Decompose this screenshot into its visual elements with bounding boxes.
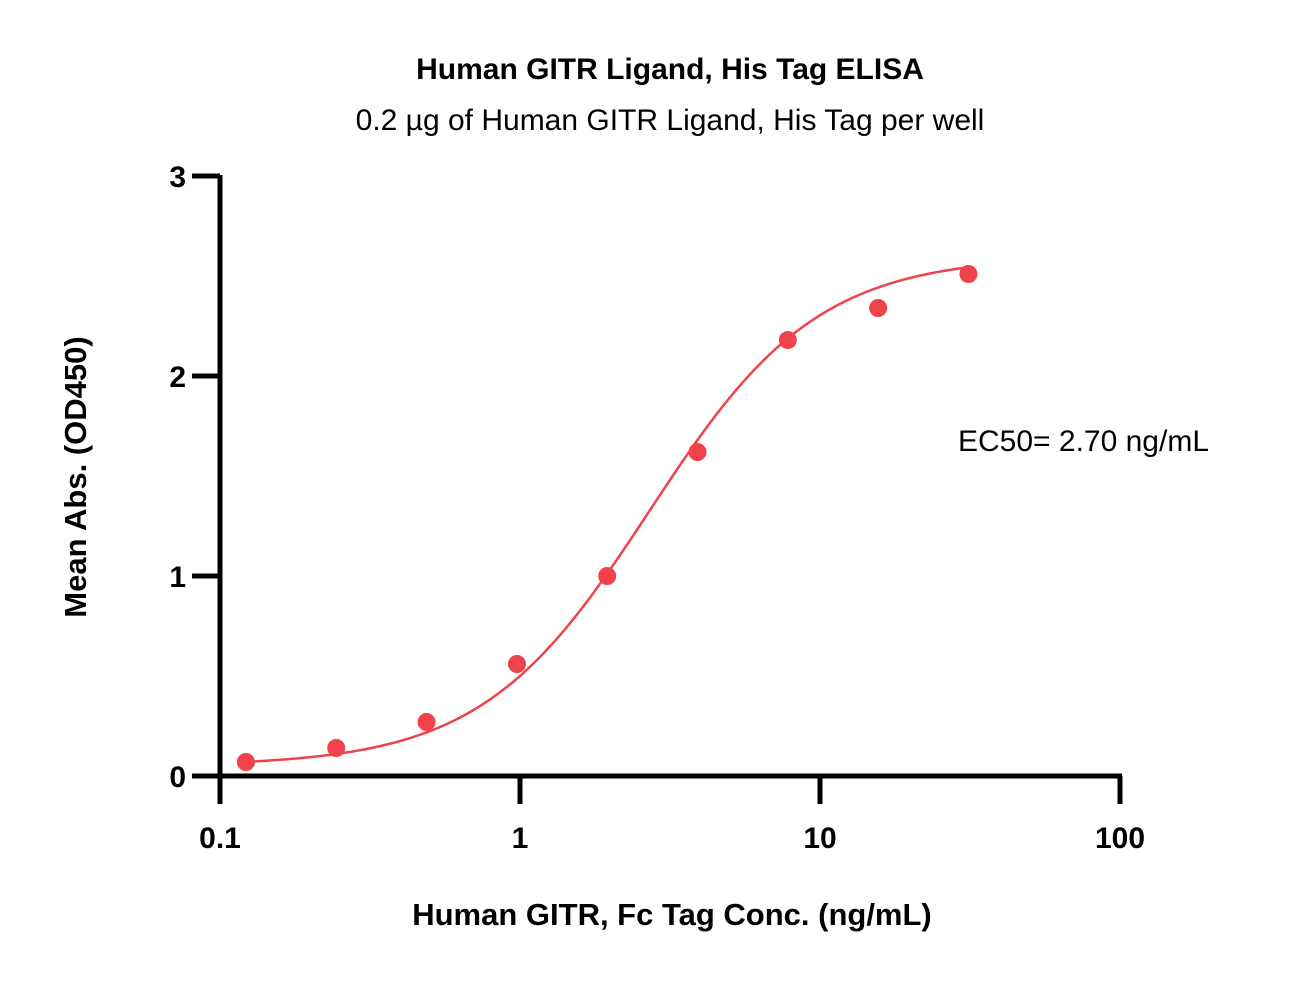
y-axis-title: Mean Abs. (OD450)	[58, 336, 93, 617]
x-tick-label: 10	[803, 822, 836, 855]
chart-subtitle: 0.2 µg of Human GITR Ligand, His Tag per…	[356, 104, 985, 137]
data-point	[778, 331, 797, 349]
chart-title: Human GITR Ligand, His Tag ELISA	[416, 53, 924, 86]
axes: 0 1 2 3 0.1 1 10 100	[169, 161, 1145, 855]
data-point	[417, 713, 436, 731]
data-point	[236, 753, 255, 771]
y-tick-label: 0	[169, 761, 186, 794]
x-tick-label: 0.1	[199, 822, 241, 855]
fit-curve	[245, 265, 969, 764]
x-tick-label: 100	[1095, 822, 1145, 855]
data-point	[869, 299, 888, 317]
data-point	[959, 265, 978, 283]
ec50-annotation: EC50= 2.70 ng/mL	[958, 425, 1209, 458]
data-point	[598, 567, 617, 585]
y-tick-label: 1	[169, 561, 186, 594]
data-point	[327, 739, 346, 757]
x-tick-label: 1	[512, 822, 529, 855]
y-tick-label: 2	[169, 361, 186, 394]
data-point	[507, 655, 526, 673]
data-point	[688, 443, 707, 461]
data-points	[236, 265, 978, 771]
y-tick-label: 3	[169, 161, 186, 194]
fit-curve-group	[245, 265, 969, 764]
x-axis-title: Human GITR, Fc Tag Conc. (ng/mL)	[412, 897, 932, 932]
